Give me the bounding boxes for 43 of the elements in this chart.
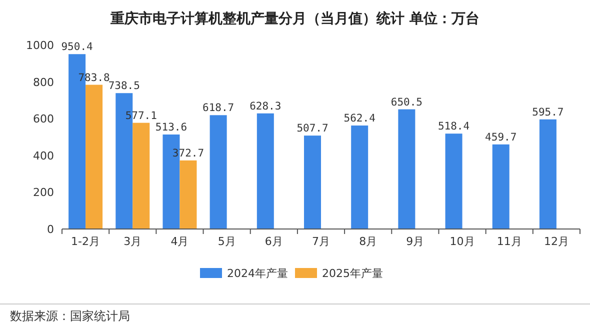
y-tick-label: 200 [33,186,54,200]
data-label: 459.7 [485,131,517,144]
x-tick-label: 8月 [359,235,378,248]
x-tick-label: 3月 [124,235,142,248]
y-tick-label: 600 [33,112,54,126]
data-label: 562.4 [344,112,376,125]
bar [492,144,510,229]
data-label: 628.3 [250,100,282,112]
y-tick-label: 0 [47,223,54,236]
legend-label: 2024年产量 [227,267,288,280]
x-tick-label: 1-2月 [71,235,100,248]
data-label: 950.4 [61,41,93,54]
bar [86,84,103,229]
data-label: 650.5 [390,96,422,108]
x-tick-label: 4月 [170,235,189,248]
bar [398,109,416,229]
x-tick-label: 5月 [218,235,236,248]
x-tick-label: 6月 [264,235,283,248]
data-label: 513.6 [155,122,188,134]
data-label: 738.5 [108,80,140,92]
bar [210,115,227,229]
data-label: 618.7 [202,102,234,114]
x-tick-label: 7月 [312,235,330,248]
legend-label: 2025年产量 [322,267,383,280]
bar [539,119,556,229]
bar [304,136,321,229]
bar [351,126,368,229]
chart-title: 重庆市电子计算机整机产量分月（当月值）统计 单位：万台 [110,10,480,27]
source-note: 数据来源：国家统计局 [10,309,130,323]
x-tick-label: 11月 [496,235,522,248]
y-tick-label: 1000 [26,39,54,52]
x-tick-label: 12月 [544,235,569,248]
bar [132,122,150,229]
bar [256,113,274,229]
data-label: 595.7 [532,106,564,118]
bar [180,160,197,229]
data-label: 518.4 [438,120,470,133]
y-tick-label: 400 [33,149,54,162]
data-label: 507.7 [296,122,328,135]
x-tick-label: 9月 [406,235,424,248]
y-tick-label: 800 [33,76,54,89]
x-tick-label: 10月 [450,235,475,248]
bar [445,134,462,229]
